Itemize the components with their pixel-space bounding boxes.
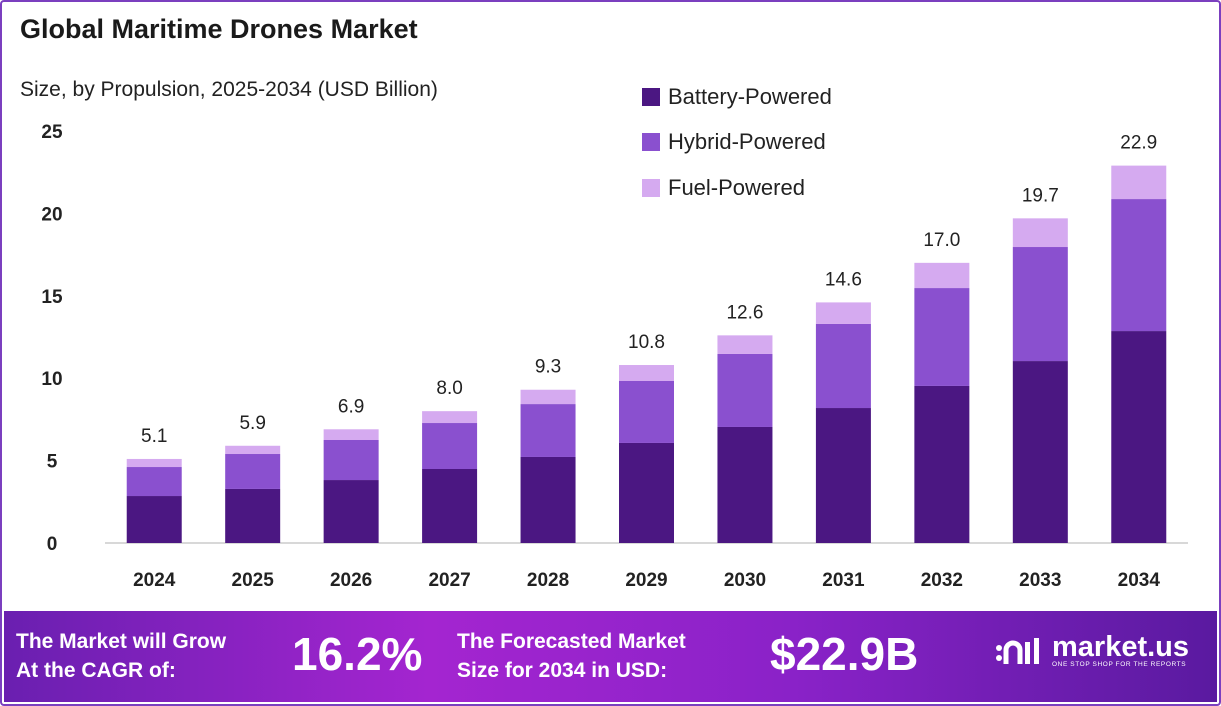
bar-segment-fuel-powered: [520, 389, 576, 405]
x-tick-label: 2025: [232, 570, 275, 591]
data-label: 10.8: [628, 332, 665, 353]
data-label: 5.1: [141, 426, 167, 447]
bar-segment-fuel-powered: [225, 445, 281, 455]
y-tick-label: 20: [41, 204, 62, 225]
bar-segment-battery-powered: [914, 385, 970, 543]
y-tick-label: 0: [47, 534, 58, 555]
bar-segment-hybrid-powered: [422, 423, 478, 470]
cagr-value: 16.2%: [292, 628, 423, 680]
data-label: 17.0: [923, 230, 960, 251]
bar-segment-battery-powered: [126, 496, 182, 543]
y-tick-label: 25: [41, 122, 63, 143]
x-tick-label: 2034: [1118, 570, 1161, 591]
bar-segment-hybrid-powered: [619, 381, 674, 443]
bar-segment-hybrid-powered: [520, 404, 576, 457]
legend-item-hybrid: Hybrid-Powered: [642, 120, 832, 166]
bar-segment-fuel-powered: [422, 411, 478, 424]
bar-segment-fuel-powered: [815, 302, 871, 324]
legend-item-battery: Battery-Powered: [642, 74, 832, 120]
bar-segment-battery-powered: [717, 426, 773, 543]
legend-swatch: [642, 133, 660, 152]
bar-segment-hybrid-powered: [126, 467, 182, 497]
bar-segment-fuel-powered: [1012, 218, 1068, 248]
bar-segment-battery-powered: [619, 442, 674, 543]
bar-segment-fuel-powered: [717, 335, 773, 354]
y-tick-label: 15: [41, 287, 63, 308]
data-label: 19.7: [1022, 185, 1059, 206]
x-tick-label: 2030: [724, 570, 766, 591]
data-label: 5.9: [239, 413, 265, 434]
bar-segment-hybrid-powered: [323, 440, 379, 481]
bar-chart: 05101520255.120245.920256.920268.020279.…: [41, 122, 1188, 591]
x-tick-label: 2027: [428, 570, 470, 591]
logo-tagline: ONE STOP SHOP FOR THE REPORTS: [1052, 661, 1187, 668]
data-label: 6.9: [338, 396, 364, 417]
x-tick-label: 2024: [133, 570, 176, 591]
footer-banner: The Market will Grow At the CAGR of: 16.2…: [4, 611, 1217, 702]
bar-segment-fuel-powered: [914, 262, 970, 289]
legend-swatch: [642, 87, 660, 106]
legend-item-fuel: Fuel-Powered: [642, 165, 832, 211]
cagr-label-line: The Market will Grow: [16, 630, 227, 653]
legend-swatch: [642, 178, 660, 197]
legend-label: Hybrid-Powered: [668, 129, 826, 155]
bar-segment-hybrid-powered: [225, 454, 281, 489]
x-tick-label: 2029: [625, 570, 667, 591]
data-label: 14.6: [825, 269, 862, 290]
x-tick-label: 2032: [921, 570, 963, 591]
x-tick-label: 2026: [330, 570, 372, 591]
y-tick-label: 10: [41, 369, 62, 390]
cagr-label: The Market will Grow At the CAGR of:: [16, 627, 226, 685]
size-label-line: Size for 2034 in USD:: [457, 659, 668, 682]
x-tick-label: 2028: [527, 570, 569, 591]
data-label: 9.3: [535, 357, 561, 378]
bar-segment-fuel-powered: [619, 365, 674, 382]
bar-segment-battery-powered: [323, 480, 379, 543]
bar-segment-battery-powered: [422, 469, 478, 543]
bar-segment-hybrid-powered: [1012, 247, 1068, 362]
bar-segment-hybrid-powered: [717, 353, 773, 427]
legend: Battery-Powered Hybrid-Powered Fuel-Powe…: [642, 74, 832, 211]
legend-label: Battery-Powered: [668, 83, 832, 109]
size-label-line: The Forecasted Market: [457, 630, 686, 653]
legend-label: Fuel-Powered: [668, 174, 805, 200]
bar-segment-fuel-powered: [323, 429, 379, 440]
size-label: The Forecasted Market Size for 2034 in US…: [457, 627, 686, 685]
bar-segment-hybrid-powered: [815, 323, 871, 409]
cagr-label-line: At the CAGR of:: [16, 659, 176, 682]
bar-segment-battery-powered: [1012, 361, 1068, 543]
market-us-logo: market.us ONE STOP SHOP FOR THE REPORTS: [994, 633, 1189, 668]
bar-segment-fuel-powered: [126, 458, 182, 468]
bar-segment-hybrid-powered: [1111, 199, 1167, 332]
x-tick-label: 2033: [1019, 570, 1061, 591]
bar-segment-battery-powered: [815, 408, 871, 543]
bar-segment-hybrid-powered: [914, 288, 970, 386]
data-label: 12.6: [726, 302, 763, 323]
x-tick-label: 2031: [822, 570, 865, 591]
data-label: 8.0: [436, 378, 462, 399]
bar-segment-battery-powered: [1111, 331, 1167, 543]
chart-title: Global Maritime Drones Market: [20, 14, 418, 44]
logo-text: market.us: [1052, 631, 1190, 663]
size-value: $22.9B: [770, 628, 919, 680]
bar-segment-fuel-powered: [1111, 165, 1167, 200]
data-label: 22.9: [1120, 133, 1157, 154]
chart-subtitle: Size, by Propulsion, 2025-2034 (USD Bill…: [20, 78, 438, 101]
bar-segment-battery-powered: [225, 488, 281, 543]
logo-icon: [996, 637, 1039, 664]
bar-segment-battery-powered: [520, 456, 576, 543]
y-tick-label: 5: [47, 452, 58, 473]
